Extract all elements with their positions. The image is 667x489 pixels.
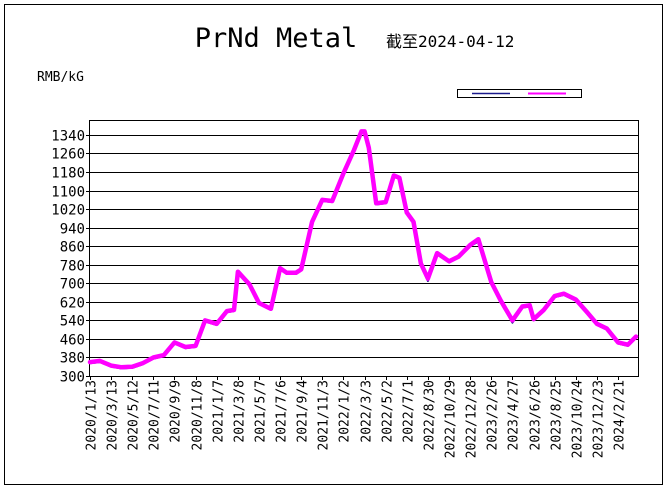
x-tick-label: 2020/7/11 <box>148 380 163 450</box>
x-tick-label: 2022/5/2 <box>381 380 396 443</box>
y-tick-label: 860 <box>60 240 85 256</box>
legend <box>457 89 582 98</box>
x-tick-label: 2023/10/24 <box>571 380 586 458</box>
gridlines <box>90 135 638 358</box>
y-tick-label: 540 <box>60 314 85 330</box>
x-tick-label: 2021/9/4 <box>296 380 311 443</box>
y-tick-label: 300 <box>60 370 85 386</box>
x-tick-label: 2023/6/26 <box>529 380 544 450</box>
legend-box <box>457 89 582 98</box>
x-tick-label: 2020/9/9 <box>169 380 184 443</box>
x-tick-label: 2021/5/7 <box>254 380 269 443</box>
x-tick-label: 2021/11/3 <box>317 380 332 450</box>
y-tick-label: 1020 <box>51 203 85 219</box>
x-tick-label: 2023/12/23 <box>592 380 607 458</box>
series-line-2 <box>87 129 639 370</box>
x-tick-label: 2020/3/13 <box>106 380 121 450</box>
series-group <box>87 129 639 370</box>
x-tick-label: 2022/12/28 <box>465 380 480 458</box>
x-tick-label: 2022/7/1 <box>402 380 417 443</box>
x-tick-label: 2021/7/6 <box>275 380 290 443</box>
chart-title: PrNd Metal <box>195 23 358 54</box>
x-tick-label: 2021/1/7 <box>212 380 227 443</box>
y-tick-label: 940 <box>60 222 85 238</box>
x-tick-label: 2022/3/3 <box>360 380 375 443</box>
chart-subtitle: 截至2024-04-12 <box>386 32 514 51</box>
x-tick-label: 2022/10/29 <box>444 380 459 458</box>
y-tick-label: 1340 <box>51 129 85 145</box>
x-tick-label: 2020/1/13 <box>85 380 100 450</box>
x-axis-ticks: 2020/1/13 2020/3/13 2020/5/12 2020/7/11 2020… <box>85 376 628 458</box>
y-tick-label: 620 <box>60 296 85 312</box>
x-tick-label: 2020/5/12 <box>127 380 142 450</box>
x-tick-label: 2023/4/27 <box>507 380 522 450</box>
x-tick-label: 2020/11/8 <box>191 380 206 450</box>
plot-area <box>89 120 639 377</box>
y-axis-unit-label: RMB/kG <box>37 70 84 85</box>
y-tick-label: 700 <box>60 277 85 293</box>
x-tick-label: 2022/1/2 <box>338 380 353 443</box>
y-tick-label: 780 <box>60 259 85 275</box>
x-tick-label: 2023/8/25 <box>550 380 565 450</box>
y-tick-label: 1260 <box>51 147 85 163</box>
x-tick-label: 2024/2/21 <box>613 380 628 450</box>
y-tick-label: 380 <box>60 351 85 367</box>
x-tick-label: 2022/8/30 <box>423 380 438 450</box>
y-tick-label: 1100 <box>51 185 85 201</box>
y-axis-ticks: 300 380 460 540 620 700 780 860 940 1020 1100 1180 1… <box>51 129 90 386</box>
y-tick-label: 460 <box>60 333 85 349</box>
y-tick-label: 1180 <box>51 166 85 182</box>
x-tick-label: 2023/2/26 <box>486 380 501 450</box>
x-tick-label: 2021/3/8 <box>233 380 248 443</box>
